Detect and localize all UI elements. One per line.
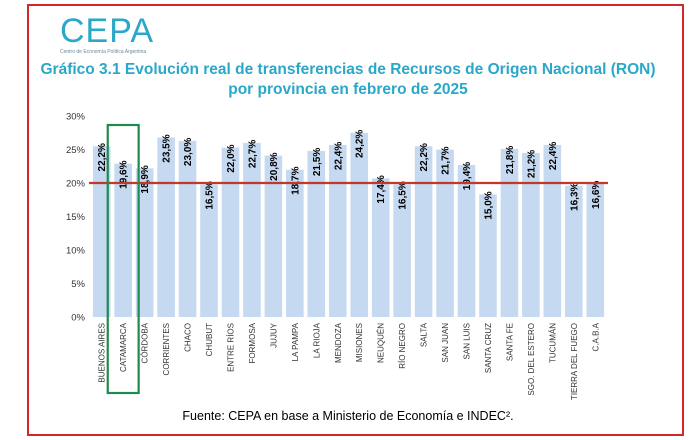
bar-value-label: 22,0%: [226, 144, 237, 172]
y-tick-label: 0%: [71, 313, 85, 324]
bar-value-label: 22,4%: [333, 142, 344, 170]
bar-value-label: 22,7%: [247, 140, 258, 168]
bar: [286, 169, 304, 317]
y-tick-label: 25%: [66, 145, 86, 156]
bar-value-label: 19,4%: [462, 162, 473, 190]
x-tick-label: JUJUY: [269, 322, 278, 348]
bar-value-label: 23,0%: [183, 138, 194, 166]
bar: [178, 140, 197, 317]
bar-value-label: 22,4%: [548, 142, 559, 170]
bar: [371, 178, 390, 317]
bar: [200, 184, 218, 317]
x-tick-label: LA RIOJA: [312, 322, 321, 358]
bar: [436, 149, 454, 317]
bar: [500, 148, 519, 317]
x-tick-label: CHACO: [184, 323, 193, 352]
highlight-box: [106, 123, 140, 395]
y-tick-label: 5%: [71, 279, 85, 290]
bar-value-label: 18,7%: [290, 166, 301, 194]
bar-value-label: 24,2%: [355, 130, 366, 158]
chart-title: Gráfico 3.1 Evolución real de transferen…: [40, 61, 656, 98]
source-note: Fuente: CEPA en base a Ministerio de Eco…: [182, 409, 514, 423]
bar: [565, 185, 583, 317]
x-tick-label: BUENOS AIRES: [98, 323, 107, 383]
bar-value-label: 16,5%: [205, 181, 216, 209]
x-tick-label: RÍO NEGRO: [398, 323, 407, 369]
x-tick-label: TIERRA DEL FUEGO: [570, 323, 579, 400]
bar: [307, 150, 326, 317]
bar: [479, 194, 497, 317]
logo-text: CEPA: [60, 12, 155, 50]
bar-value-label: 16,5%: [398, 181, 409, 209]
y-tick-label: 20%: [66, 179, 86, 190]
bar-value-label: 22,2%: [419, 143, 430, 171]
bar-value-label: 19,6%: [119, 160, 130, 188]
x-tick-label: ENTRE RÍOS: [226, 323, 235, 372]
bar-value-label: 23,5%: [162, 134, 173, 162]
x-tick-label: MISIONES: [355, 323, 364, 362]
x-tick-label: SANTA CRUZ: [484, 323, 493, 373]
bar: [157, 137, 175, 317]
bar: [135, 168, 154, 317]
bar: [457, 165, 476, 317]
bar: [264, 155, 283, 317]
bar: [114, 163, 132, 317]
bar: [522, 152, 540, 317]
chart-frame: [27, 4, 684, 436]
bar: [92, 146, 111, 317]
bar: [243, 142, 261, 317]
bar-value-label: 21,7%: [441, 146, 452, 174]
x-tick-label: SAN JUAN: [441, 323, 450, 363]
bar: [414, 146, 433, 317]
bar-value-label: 20,8%: [269, 152, 280, 180]
y-tick-label: 30%: [66, 112, 86, 123]
x-tick-label: CATAMARCA: [119, 322, 128, 372]
bar-value-label: 18,9%: [140, 165, 151, 193]
bar-value-label: 17,4%: [376, 175, 387, 203]
x-tick-label: CHUBUT: [205, 323, 214, 356]
bar: [350, 132, 369, 317]
bar: [543, 144, 562, 317]
bar-value-label: 21,2%: [526, 150, 537, 178]
x-tick-label: MENDOZA: [334, 322, 343, 363]
bar-value-label: 21,8%: [505, 146, 516, 174]
x-tick-label: LA PAMPA: [291, 322, 300, 361]
y-tick-label: 10%: [66, 246, 86, 257]
x-tick-label: C.A.B.A: [591, 322, 600, 351]
y-tick-label: 15%: [66, 212, 86, 223]
bar-value-label: 22,2%: [97, 143, 108, 171]
bar: [221, 147, 240, 317]
x-tick-label: SGO. DEL ESTERO: [527, 323, 536, 396]
bar: [586, 183, 605, 317]
x-tick-label: NEUQUÉN: [377, 323, 386, 363]
x-tick-label: SALTA: [420, 322, 429, 347]
bar-value-label: 15,0%: [483, 191, 494, 219]
x-tick-label: CÓRDOBA: [141, 322, 150, 363]
bar: [328, 144, 347, 317]
x-tick-label: SAN LUIS: [463, 323, 472, 359]
bar: [393, 184, 411, 317]
x-tick-label: FORMOSA: [248, 322, 257, 363]
x-tick-label: TUCUMÁN: [548, 323, 557, 363]
bar-value-label: 16,6%: [591, 180, 602, 208]
x-tick-label: CORRIENTES: [162, 323, 171, 375]
x-tick-label: SANTA FE: [505, 323, 514, 361]
cepa-logo: CEPA Centro de Economía Política Argenti…: [60, 14, 154, 55]
bar-value-label: 16,3%: [569, 183, 580, 211]
logo-subtitle: Centro de Economía Política Argentina: [60, 49, 147, 55]
bar-value-label: 21,5%: [312, 148, 323, 176]
